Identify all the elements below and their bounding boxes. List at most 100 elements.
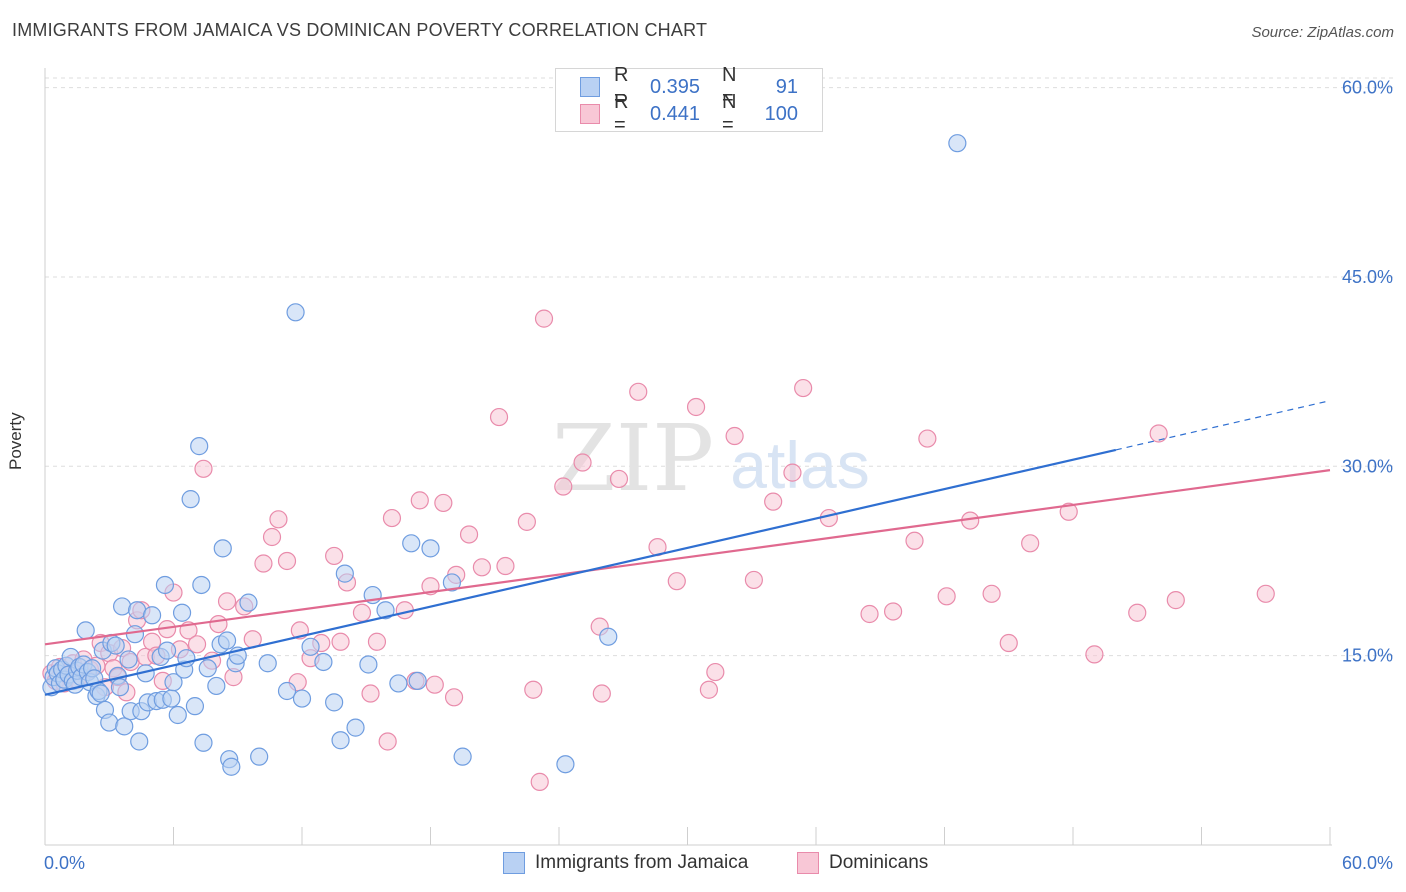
data-point-dominicans bbox=[530, 772, 549, 791]
bottom-legend-swatch-jamaica bbox=[503, 852, 525, 874]
data-point-dominicans bbox=[764, 492, 783, 511]
data-point-dominicans bbox=[744, 570, 763, 590]
y-axis-label: Poverty bbox=[6, 412, 25, 470]
trend-line-jamaica bbox=[44, 448, 1117, 696]
data-point-jamaica bbox=[194, 733, 213, 752]
legend-n-value: 100 bbox=[764, 102, 798, 125]
data-point-jamaica bbox=[100, 713, 119, 732]
data-point-dominicans bbox=[517, 512, 536, 531]
legend-n-label: N = bbox=[722, 91, 737, 136]
trend-line-dominicans bbox=[44, 469, 1331, 646]
data-point-dominicans bbox=[1059, 502, 1078, 521]
data-point-dominicans bbox=[573, 453, 592, 472]
data-point-jamaica bbox=[198, 659, 217, 678]
legend-row-dominicans: R = 0.441 N = 100 bbox=[580, 91, 798, 136]
bottom-legend-dominicans: Dominicans bbox=[797, 852, 928, 874]
source-label: Source: ZipAtlas.com bbox=[1251, 24, 1394, 41]
legend-n-value: 91 bbox=[775, 75, 798, 98]
data-point-jamaica bbox=[185, 697, 205, 716]
bottom-legend-label-dominicans: Dominicans bbox=[829, 852, 929, 873]
data-point-jamaica bbox=[106, 636, 125, 655]
data-point-jamaica bbox=[325, 693, 344, 712]
data-point-jamaica bbox=[110, 678, 130, 697]
grid-lines bbox=[45, 77, 1394, 657]
data-point-dominicans bbox=[706, 662, 725, 682]
data-point-jamaica bbox=[164, 673, 183, 692]
data-point-dominicans bbox=[686, 397, 706, 417]
y-tick-label: 45.0% bbox=[1342, 267, 1393, 287]
data-point-jamaica bbox=[157, 641, 177, 660]
data-point-dominicans bbox=[444, 688, 464, 707]
data-point-dominicans bbox=[262, 527, 282, 547]
watermark-atlas: atlas bbox=[730, 428, 869, 502]
data-point-dominicans bbox=[699, 680, 719, 699]
data-point-jamaica bbox=[250, 747, 269, 766]
data-point-jamaica bbox=[442, 573, 462, 592]
data-point-jamaica bbox=[115, 717, 134, 736]
data-point-jamaica bbox=[181, 490, 200, 509]
legend-r-value: 0.395 bbox=[650, 75, 701, 98]
x-tick-label: 60.0% bbox=[1342, 853, 1393, 873]
data-point-jamaica bbox=[91, 684, 110, 703]
data-point-dominicans bbox=[534, 309, 554, 328]
data-point-dominicans bbox=[1021, 534, 1040, 553]
data-point-jamaica bbox=[376, 601, 395, 620]
data-point-jamaica bbox=[314, 652, 333, 672]
data-point-dominicans bbox=[378, 732, 397, 751]
data-point-dominicans bbox=[217, 592, 237, 611]
data-point-dominicans bbox=[254, 554, 273, 573]
data-point-dominicans bbox=[331, 632, 350, 651]
data-point-jamaica bbox=[359, 655, 378, 674]
bottom-legend-swatch-dominicans bbox=[797, 852, 819, 874]
legend-swatch-dominicans bbox=[580, 104, 600, 124]
data-point-jamaica bbox=[125, 625, 145, 644]
legend-r-value: 0.441 bbox=[650, 102, 701, 125]
y-tick-label: 30.0% bbox=[1342, 456, 1393, 476]
data-point-jamaica bbox=[258, 654, 277, 673]
data-point-jamaica bbox=[119, 650, 138, 669]
bottom-legend: Immigrants from Jamaica Dominicans bbox=[0, 852, 1406, 876]
legend-row-jamaica: R = 0.395 N = 91 bbox=[580, 64, 798, 109]
data-point-dominicans bbox=[194, 459, 213, 478]
data-point-jamaica bbox=[207, 676, 226, 696]
data-point-dominicans bbox=[367, 632, 387, 651]
y-tick-label: 15.0% bbox=[1342, 646, 1393, 666]
data-point-dominicans bbox=[277, 551, 297, 571]
data-point-jamaica bbox=[556, 755, 575, 774]
data-point-dominicans bbox=[883, 602, 903, 621]
axes bbox=[44, 68, 1332, 846]
data-point-dominicans bbox=[425, 675, 444, 694]
data-point-jamaica bbox=[301, 637, 320, 656]
data-point-jamaica bbox=[217, 631, 237, 650]
data-point-dominicans bbox=[1085, 645, 1104, 664]
data-point-jamaica bbox=[453, 747, 472, 766]
data-point-dominicans bbox=[918, 429, 937, 448]
data-point-dominicans bbox=[361, 684, 380, 703]
data-point-jamaica bbox=[389, 674, 408, 693]
data-point-jamaica bbox=[190, 437, 209, 456]
data-point-dominicans bbox=[352, 603, 372, 622]
bottom-legend-label-jamaica: Immigrants from Jamaica bbox=[535, 852, 749, 873]
data-point-dominicans bbox=[472, 558, 491, 577]
data-point-dominicans bbox=[794, 378, 813, 398]
data-point-jamaica bbox=[213, 539, 232, 558]
data-point-dominicans bbox=[1166, 591, 1185, 610]
data-point-dominicans bbox=[592, 684, 611, 703]
data-point-jamaica bbox=[162, 689, 181, 708]
data-point-jamaica bbox=[599, 627, 618, 646]
y-tick-label: 60.0% bbox=[1342, 78, 1393, 98]
data-point-jamaica bbox=[292, 689, 312, 708]
data-point-jamaica bbox=[172, 603, 192, 622]
data-point-jamaica bbox=[408, 671, 427, 691]
data-point-jamaica bbox=[112, 597, 132, 616]
data-point-jamaica bbox=[142, 606, 162, 625]
data-point-dominicans bbox=[269, 510, 288, 529]
data-point-dominicans bbox=[187, 635, 207, 654]
data-point-jamaica bbox=[277, 681, 297, 701]
data-point-jamaica bbox=[222, 757, 241, 776]
data-point-jamaica bbox=[130, 732, 149, 751]
data-point-dominicans bbox=[819, 508, 838, 528]
data-point-dominicans bbox=[609, 469, 629, 489]
data-point-dominicans bbox=[1256, 584, 1275, 603]
